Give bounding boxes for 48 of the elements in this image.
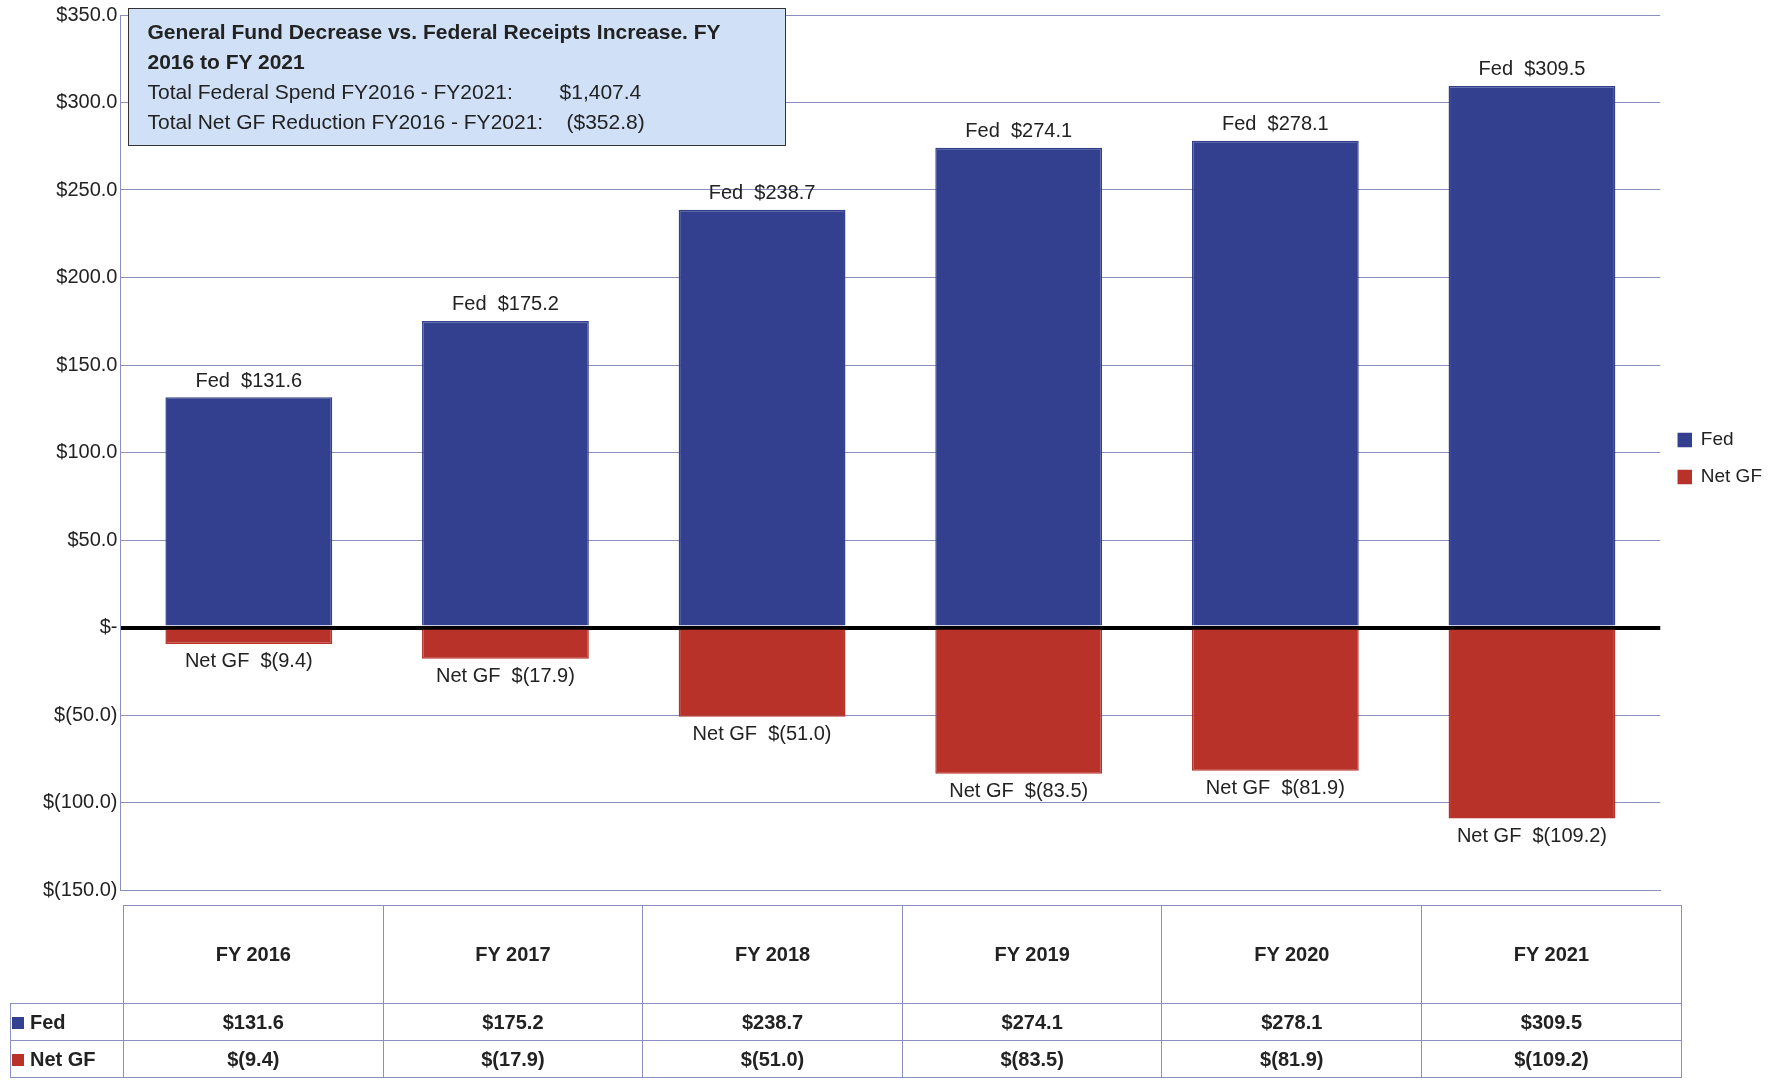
y-tick-label: $250.0 <box>56 177 118 200</box>
x-tick-label: FY 2020 <box>1161 905 1422 1004</box>
data-label: $(83.5) <box>902 1040 1162 1078</box>
legend-label: Net GF <box>1700 465 1762 487</box>
text: Net GF $(17.9) <box>435 664 575 687</box>
text: Net GF $(81.9) <box>1205 776 1345 799</box>
x-tick-label: FY 2017 <box>383 905 643 1004</box>
y-tick-label: $350.0 <box>56 2 118 25</box>
text: Net GF $(51.0) <box>692 722 832 745</box>
y-tick-label: $- <box>99 615 118 638</box>
data-label: $238.7 <box>642 1003 903 1041</box>
text: Net GF $(109.2) <box>1456 824 1607 847</box>
title-box: General Fund Decrease vs. Federal Receipts Increase. FY 2016 to FY 2021 Total Federal Spend FY2016 - FY2021: $1,407.4 Total Net GF Reduction FY2016 - FY2021: ($352.8) <box>128 8 787 146</box>
y-tick-label: $(50.0) <box>54 702 118 725</box>
y-tick-label: $100.0 <box>56 440 118 463</box>
data-label: $274.1 <box>902 1003 1162 1041</box>
text: Fed $309.5 <box>1478 57 1586 80</box>
y-tick-label: $(100.0) <box>42 790 118 813</box>
text: Net GF $(9.4) <box>184 649 313 672</box>
y-tick-label: $300.0 <box>56 90 118 113</box>
annotation: Total Federal Spend FY2016 - FY2021: $1,407.4 <box>147 79 643 105</box>
data-label: $(17.9) <box>383 1040 643 1078</box>
data-label: $(81.9) <box>1161 1040 1422 1078</box>
data-label: $131.6 <box>123 1003 384 1041</box>
x-tick-label: FY 2019 <box>902 905 1162 1004</box>
text: Fed $278.1 <box>1221 112 1329 135</box>
legend-label: Fed <box>1700 428 1734 450</box>
data-label: $278.1 <box>1161 1003 1422 1041</box>
text: Fed <box>30 1010 66 1033</box>
text: Net GF <box>30 1047 96 1070</box>
text: Net GF $(83.5) <box>949 779 1089 802</box>
x-tick-label: FY 2018 <box>642 905 903 1004</box>
data-label: $(109.2) <box>1421 1040 1682 1078</box>
text: Fed $274.1 <box>965 119 1073 142</box>
data-label: $309.5 <box>1421 1003 1682 1041</box>
text: Fed $175.2 <box>452 292 559 315</box>
data-label: $(9.4) <box>123 1040 384 1078</box>
annotation: Total Net GF Reduction FY2016 - FY2021: ($352.8) <box>147 109 646 135</box>
text: Fed $131.6 <box>195 368 303 391</box>
y-tick-label: $(150.0) <box>42 877 118 900</box>
data-label: $(51.0) <box>642 1040 903 1078</box>
text: Fed $238.7 <box>708 181 816 204</box>
x-tick-label: FY 2016 <box>123 905 384 1004</box>
y-tick-label: $200.0 <box>56 265 118 288</box>
x-tick-label: FY 2021 <box>1421 905 1682 1004</box>
y-tick-label: $50.0 <box>67 527 118 550</box>
data-label: $175.2 <box>383 1003 643 1041</box>
y-tick-label: $150.0 <box>56 352 118 375</box>
